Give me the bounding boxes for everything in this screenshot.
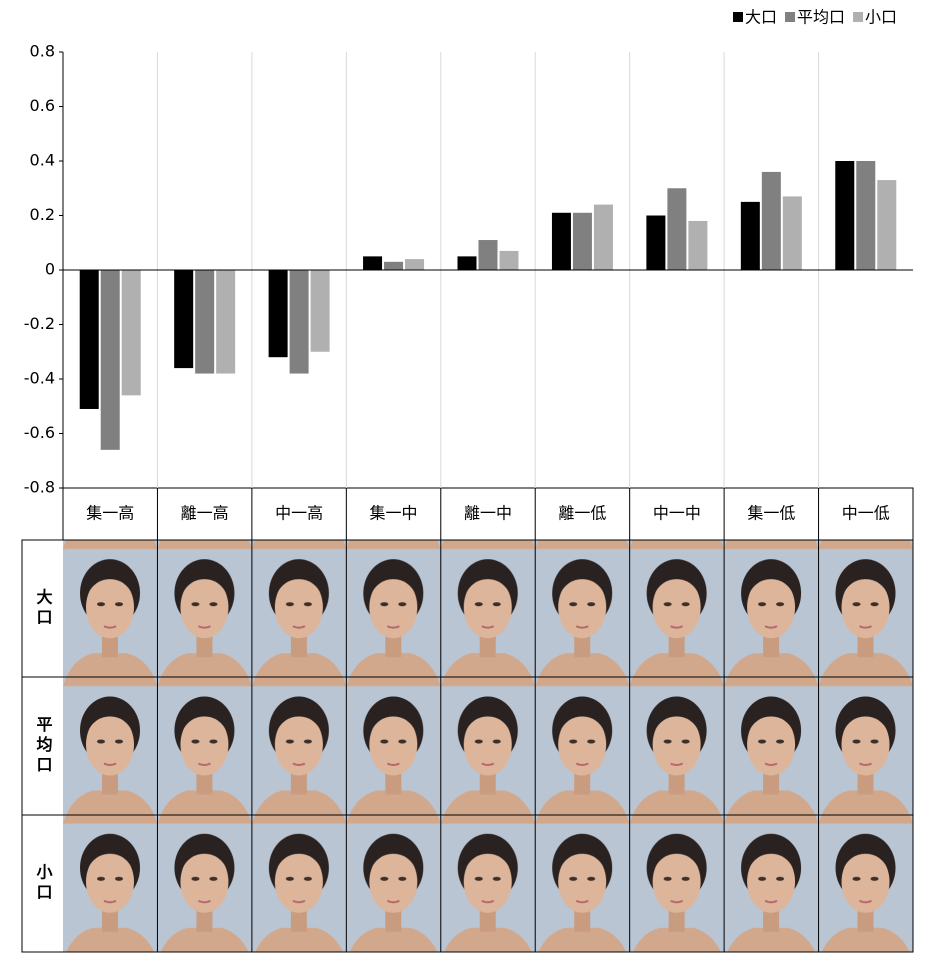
row-label: 大口 bbox=[34, 588, 53, 629]
bar bbox=[216, 270, 235, 374]
bar bbox=[122, 270, 141, 395]
y-tick-label: 0.6 bbox=[30, 96, 55, 115]
bar bbox=[877, 180, 896, 270]
bar bbox=[269, 270, 288, 357]
y-tick-label: -0.6 bbox=[24, 423, 55, 442]
bar bbox=[783, 196, 802, 270]
legend-label: 小口 bbox=[865, 8, 897, 27]
y-tick-label: -0.8 bbox=[24, 478, 55, 497]
y-tick-label: 0.2 bbox=[30, 205, 55, 224]
legend-swatch bbox=[853, 12, 863, 22]
photo-row bbox=[63, 540, 913, 677]
bar bbox=[101, 270, 120, 450]
bar bbox=[290, 270, 309, 374]
x-tick-label: 集一中 bbox=[370, 504, 418, 523]
legend-label: 平均口 bbox=[797, 8, 845, 27]
bar bbox=[405, 259, 424, 270]
x-tick-label: 離一高 bbox=[181, 504, 229, 523]
bar bbox=[646, 216, 665, 271]
row-label: 平均口 bbox=[34, 716, 53, 776]
photo-row bbox=[63, 815, 913, 952]
bar bbox=[667, 188, 686, 270]
bar bbox=[835, 161, 854, 270]
x-tick-label: 離一低 bbox=[558, 504, 606, 523]
legend-label: 大口 bbox=[745, 8, 777, 27]
bar bbox=[552, 213, 571, 270]
x-tick-label: 中一中 bbox=[653, 504, 701, 523]
bar bbox=[856, 161, 875, 270]
bar bbox=[458, 256, 477, 270]
x-tick-label: 中一高 bbox=[275, 504, 323, 523]
x-tick-label: 集一低 bbox=[747, 504, 795, 523]
chart: 0.8 0.6 0.4 0.2 0 -0.2 -0.4 -0.6 -0.8 集一高 離一高 中一高 集一… bbox=[0, 0, 928, 956]
row-label: 小口 bbox=[34, 864, 53, 904]
bar bbox=[688, 221, 707, 270]
y-tick-label: 0 bbox=[45, 260, 55, 279]
bar bbox=[311, 270, 330, 352]
y-tick-label: 0.8 bbox=[30, 42, 55, 61]
legend-swatch bbox=[785, 12, 795, 22]
bar bbox=[594, 205, 613, 270]
y-tick-label: -0.4 bbox=[24, 369, 55, 388]
photo-row bbox=[63, 677, 913, 815]
y-tick-label: 0.4 bbox=[30, 151, 55, 170]
page: 0.8 0.6 0.4 0.2 0 -0.2 -0.4 -0.6 -0.8 集一高 離一高 中一高 集一… bbox=[0, 0, 928, 960]
y-tick-label: -0.2 bbox=[24, 314, 55, 333]
bar bbox=[174, 270, 193, 368]
bar bbox=[573, 213, 592, 270]
bar bbox=[363, 256, 382, 270]
bar bbox=[741, 202, 760, 270]
x-tick-label: 集一高 bbox=[86, 504, 134, 523]
bar bbox=[80, 270, 99, 409]
bar bbox=[479, 240, 498, 270]
bar bbox=[384, 262, 403, 270]
bar bbox=[762, 172, 781, 270]
legend-swatch bbox=[733, 12, 743, 22]
bar bbox=[500, 251, 519, 270]
x-tick-label: 中一低 bbox=[842, 504, 890, 523]
bar bbox=[195, 270, 214, 374]
x-tick-label: 離一中 bbox=[464, 504, 512, 523]
